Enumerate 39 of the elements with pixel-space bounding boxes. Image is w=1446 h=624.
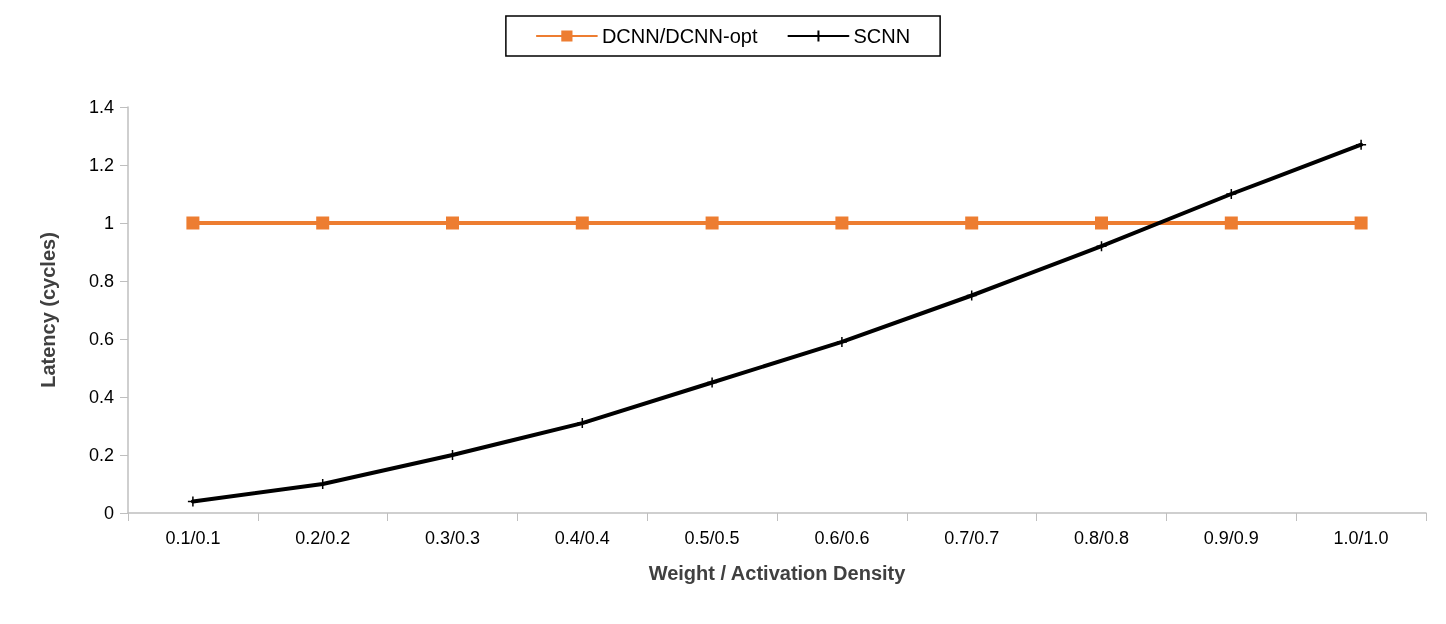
y-tick-label: 0 [103, 503, 114, 523]
x-tick-label: 0.4/0.4 [554, 528, 610, 548]
point [1354, 216, 1368, 230]
y-tick-label: 1.4 [88, 97, 114, 117]
point [835, 216, 849, 230]
x-tick-label: 0.1/0.1 [165, 528, 221, 548]
x-tick-label: 0.5/0.5 [684, 528, 740, 548]
point [705, 216, 719, 230]
point [706, 376, 718, 389]
point [316, 216, 330, 230]
point [1225, 188, 1238, 200]
y-tick-label: 0.2 [88, 445, 114, 465]
y-axis-title: Latency (cycles) [37, 232, 59, 388]
point [965, 289, 978, 302]
legend-label: DCNN/DCNN-opt [601, 25, 758, 47]
y-tick-label: 0.6 [88, 329, 114, 349]
point [576, 417, 589, 429]
y-tick-label: 1.2 [88, 155, 114, 175]
x-tick-label: 0.6/0.6 [814, 528, 870, 548]
y-tick-label: 0.4 [88, 387, 114, 407]
point [1095, 216, 1108, 230]
x-tick-label: 0.2/0.2 [295, 528, 351, 548]
legend-label: SCNN [853, 25, 911, 47]
point [1095, 240, 1108, 252]
y-tick-label: 0.8 [88, 271, 114, 291]
point [575, 216, 589, 230]
point [186, 216, 200, 230]
y-tick-label: 1 [103, 213, 114, 233]
x-axis-title: Weight / Activation Density [648, 562, 907, 584]
point [965, 216, 979, 230]
x-tick-label: 1.0/1.0 [1333, 528, 1389, 548]
point [446, 216, 459, 230]
point [1224, 216, 1238, 230]
point [1355, 138, 1367, 151]
point [836, 336, 848, 348]
x-tick-label: 0.3/0.3 [424, 528, 481, 548]
x-tick-label: 0.9/0.9 [1203, 528, 1259, 548]
x-tick-label: 0.8/0.8 [1073, 528, 1130, 548]
x-tick-label: 0.7/0.7 [944, 528, 1000, 548]
